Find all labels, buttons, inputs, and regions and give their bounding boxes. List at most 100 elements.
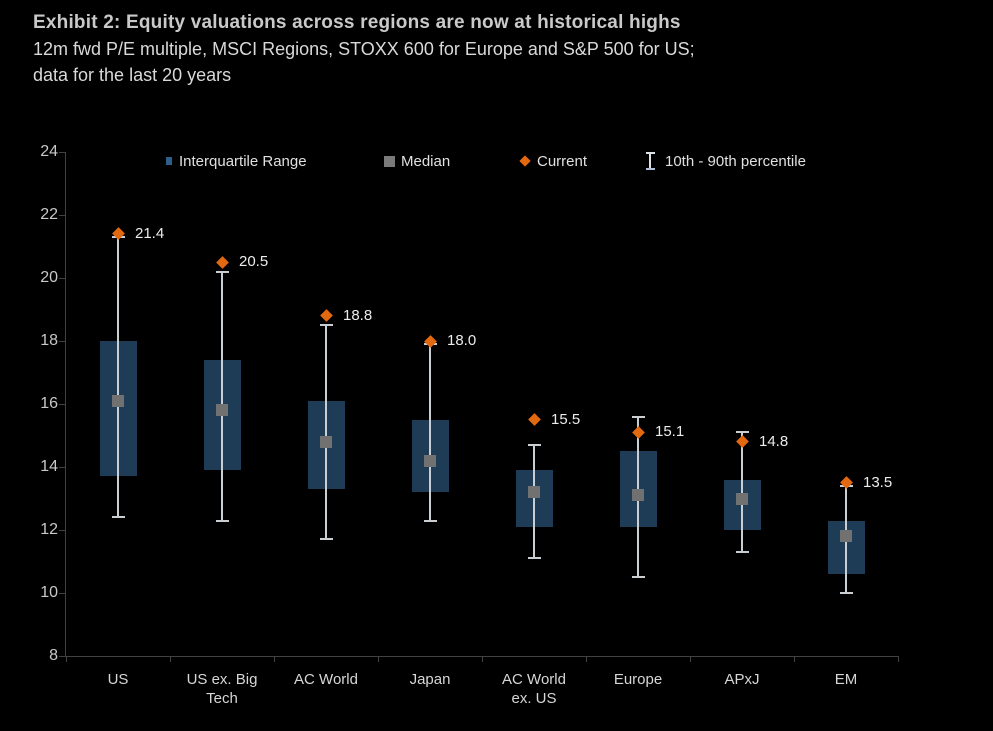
x-category-label-line: APxJ xyxy=(724,671,760,688)
chart-legend: Interquartile Range Median Current 10th … xyxy=(66,150,898,172)
y-axis-tick-label: 12 xyxy=(40,521,58,538)
whisker-line xyxy=(533,444,535,559)
current-value-label: 14.8 xyxy=(759,432,789,450)
whisker-line xyxy=(117,237,119,518)
chart-subtitle-line1: 12m fwd P/E multiple, MSCI Regions, STOX… xyxy=(33,39,695,59)
legend-item-median: Median xyxy=(384,150,450,172)
y-axis-tick xyxy=(59,340,66,342)
x-category-label: APxJ xyxy=(690,670,794,689)
x-category-label-line: EM xyxy=(834,671,858,688)
x-category-label-line: ex. US xyxy=(511,690,557,707)
current-marker xyxy=(527,413,541,427)
x-axis-tick xyxy=(793,656,795,662)
x-axis-tick xyxy=(273,656,275,662)
median-swatch-icon xyxy=(384,155,395,167)
whisker-line xyxy=(741,432,743,553)
x-category-label-line: US xyxy=(107,671,129,688)
y-axis-tick xyxy=(59,466,66,468)
current-marker xyxy=(631,425,645,439)
y-axis-tick-label: 18 xyxy=(40,332,58,349)
x-axis-tick xyxy=(377,656,379,662)
y-axis-tick-label: 10 xyxy=(40,584,58,601)
x-category-label-line: Tech xyxy=(206,690,238,707)
current-marker xyxy=(735,435,749,449)
y-axis-tick-label: 24 xyxy=(40,143,58,160)
iqr-swatch-icon xyxy=(166,157,172,165)
current-value-label: 18.8 xyxy=(343,306,373,324)
legend-median-label: Median xyxy=(401,152,451,170)
x-category-label: EM xyxy=(794,670,898,689)
current-marker xyxy=(839,476,853,490)
y-axis-tick xyxy=(59,151,66,153)
y-axis-tick xyxy=(59,529,66,531)
whisker-cap-bottom xyxy=(839,592,853,594)
median-marker xyxy=(736,492,748,505)
median-marker xyxy=(528,486,540,499)
x-category-label-line: Europe xyxy=(613,671,663,688)
whisker-cap-top xyxy=(527,443,541,446)
current-marker xyxy=(111,227,125,241)
x-category-label: Japan xyxy=(378,670,482,689)
y-axis-tick-label: 14 xyxy=(40,458,58,475)
chart-title: Exhibit 2: Equity valuations across regi… xyxy=(33,12,681,33)
current-value-label: 20.5 xyxy=(239,253,269,271)
y-axis-tick xyxy=(59,403,66,405)
median-marker xyxy=(424,454,436,467)
whisker-cap-bottom xyxy=(735,551,749,554)
y-axis-tick-label: 16 xyxy=(40,395,58,412)
current-diamond-icon xyxy=(519,155,531,167)
y-axis-tick xyxy=(59,214,66,216)
percentile-ibeam-icon xyxy=(644,152,656,170)
median-marker xyxy=(632,489,644,502)
current-value-label: 15.1 xyxy=(655,423,685,441)
whisker-cap-top xyxy=(631,415,645,418)
plot-area: Interquartile Range Median Current 10th … xyxy=(40,143,899,707)
y-axis-tick-label: 20 xyxy=(40,269,58,286)
median-marker xyxy=(840,530,852,543)
whisker-line xyxy=(325,325,327,540)
whisker-cap-bottom xyxy=(319,538,333,541)
x-category-label: AC World xyxy=(274,670,378,689)
x-axis-tick xyxy=(897,656,899,662)
whisker-cap-bottom xyxy=(215,519,229,522)
whisker-cap-top xyxy=(735,431,749,434)
median-marker xyxy=(112,394,124,407)
whisker-cap-bottom xyxy=(631,576,645,579)
x-axis-tick xyxy=(585,656,587,662)
current-marker xyxy=(319,309,333,323)
x-axis-tick xyxy=(65,656,67,662)
x-category-label-line: AC World xyxy=(294,671,358,688)
whisker-cap-top xyxy=(215,270,229,273)
chart-header: Exhibit 2: Equity valuations across regi… xyxy=(33,10,963,88)
x-axis-tick xyxy=(169,656,171,662)
legend-current-label: Current xyxy=(537,152,588,170)
x-category-label-line: AC World xyxy=(502,671,566,688)
chart-subtitle-line2: data for the last 20 years xyxy=(33,65,232,85)
whisker-cap-bottom xyxy=(111,516,125,519)
whisker-cap-bottom xyxy=(527,557,541,560)
y-axis-tick xyxy=(59,655,66,657)
y-axis-tick-label: 8 xyxy=(49,647,58,664)
x-category-label: AC World ex. US xyxy=(482,670,586,708)
median-marker xyxy=(216,404,228,417)
whisker-line xyxy=(429,344,431,521)
current-value-label: 13.5 xyxy=(863,473,893,491)
y-axis-tick xyxy=(59,592,66,594)
x-category-label-line: Japan xyxy=(409,671,451,688)
legend-item-iqr: Interquartile Range xyxy=(166,150,307,172)
legend-percentile-label: 10th - 90th percentile xyxy=(665,152,806,170)
x-category-label: Europe xyxy=(586,670,690,689)
legend-item-current: Current xyxy=(519,150,588,172)
current-marker xyxy=(423,334,437,348)
x-category-label-line: US ex. Big xyxy=(186,671,258,688)
whisker-cap-bottom xyxy=(423,519,437,522)
current-marker xyxy=(215,255,229,269)
legend-iqr-label: Interquartile Range xyxy=(179,152,307,170)
y-axis-tick-label: 22 xyxy=(40,206,58,223)
current-value-label: 18.0 xyxy=(447,332,477,349)
x-axis-tick xyxy=(689,656,691,662)
whisker-cap-top xyxy=(319,324,333,327)
median-marker xyxy=(320,435,332,448)
y-axis-tick xyxy=(59,277,66,279)
